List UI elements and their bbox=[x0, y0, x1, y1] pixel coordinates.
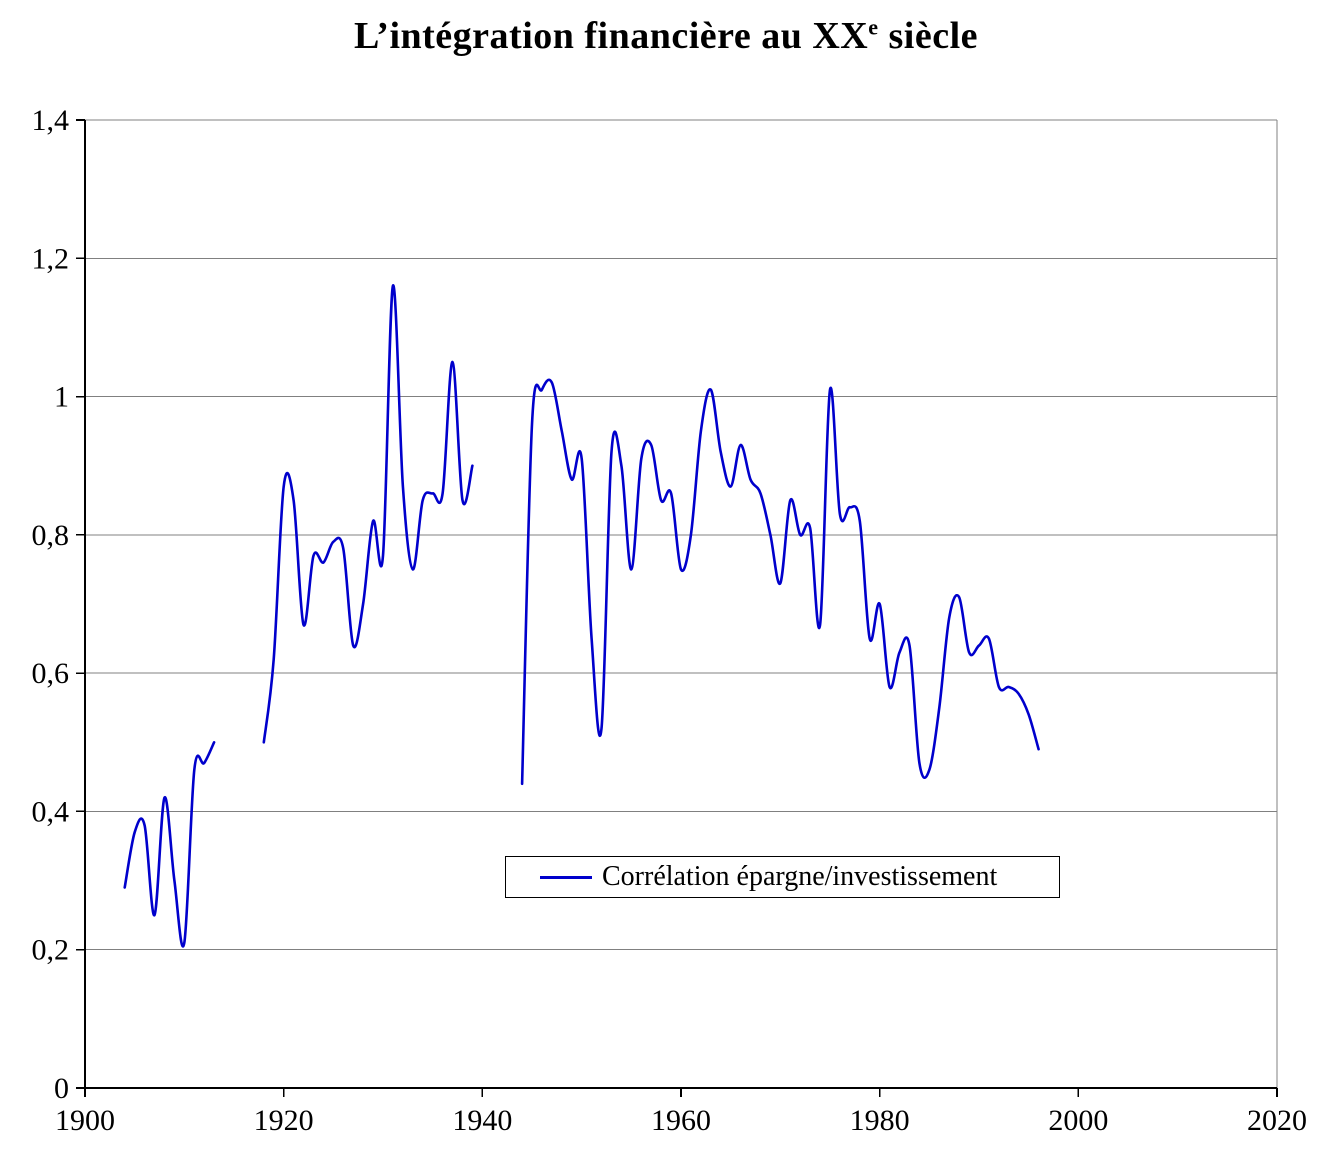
chart-title: L’intégration financière au XXe siècle bbox=[0, 14, 1332, 58]
chart-title-superscript: e bbox=[868, 14, 879, 40]
series-line bbox=[262, 284, 474, 744]
legend: Corrélation épargne/investissement bbox=[505, 856, 1060, 898]
legend-label: Corrélation épargne/investissement bbox=[602, 861, 998, 892]
legend-line-sample bbox=[540, 875, 592, 879]
x-tick-label: 1920 bbox=[254, 1104, 314, 1137]
series-line bbox=[520, 378, 1040, 786]
series-line bbox=[123, 741, 216, 948]
x-tick-label: 1980 bbox=[850, 1104, 910, 1137]
x-tick-label: 2020 bbox=[1247, 1104, 1307, 1137]
y-tick-label: 0,4 bbox=[32, 795, 70, 828]
x-tick-label: 1940 bbox=[452, 1104, 512, 1137]
y-tick-label: 1 bbox=[54, 381, 69, 414]
x-tick-label: 1960 bbox=[651, 1104, 711, 1137]
y-tick-label: 0,6 bbox=[32, 657, 70, 690]
chart-title-tail: siècle bbox=[878, 15, 979, 57]
x-tick-label: 2000 bbox=[1048, 1104, 1108, 1137]
y-tick-label: 1,4 bbox=[32, 104, 70, 137]
y-tick-label: 1,2 bbox=[32, 242, 70, 275]
y-tick-label: 0 bbox=[54, 1072, 69, 1105]
y-tick-label: 0,2 bbox=[32, 934, 70, 967]
x-tick-label: 1900 bbox=[55, 1104, 115, 1137]
chart-title-main: L’intégration financière au XX bbox=[353, 15, 869, 57]
y-tick-label: 0,8 bbox=[32, 519, 70, 552]
